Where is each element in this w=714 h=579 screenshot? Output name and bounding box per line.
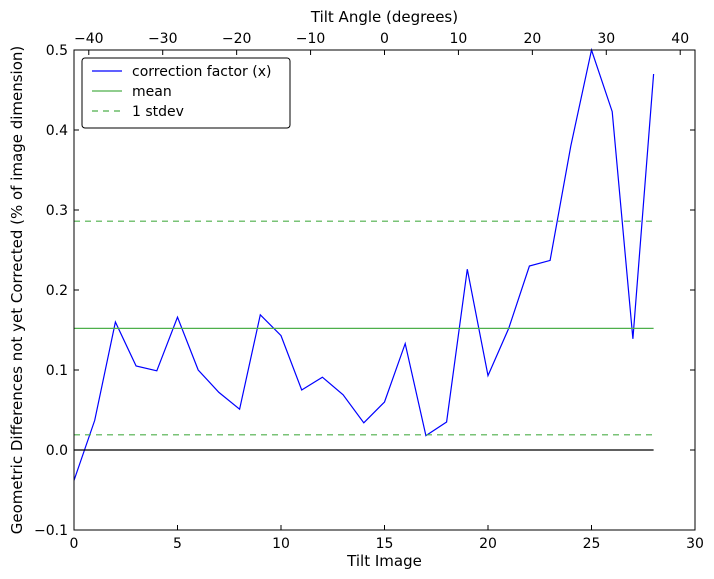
top-tick-label: −10 (296, 31, 326, 47)
top-tick-label: −40 (74, 31, 104, 47)
y-tick-label: 0.2 (46, 283, 68, 299)
top-tick-label: 30 (597, 31, 615, 47)
y-tick-label: 0.4 (46, 123, 68, 139)
legend-box (81, 57, 291, 129)
top-tick-label: 0 (380, 31, 389, 47)
y-tick-label: −0.1 (34, 523, 68, 539)
x-tick-label: 30 (686, 536, 704, 552)
y-tick-label: 0.5 (46, 43, 68, 59)
x-tick-label: 0 (70, 536, 79, 552)
x-tick-label: 25 (583, 536, 601, 552)
x-tick-label: 15 (376, 536, 394, 552)
y-tick-label: 0.0 (46, 443, 68, 459)
legend-label: correction factor (x) (132, 64, 271, 80)
top-tick-label: 40 (671, 31, 689, 47)
x-axis-label: Tilt Image (346, 552, 422, 570)
y-axis-label: Geometric Differences not yet Corrected … (8, 46, 26, 535)
top-axis-label: Tilt Angle (degrees) (310, 8, 458, 26)
top-tick-label: 20 (523, 31, 541, 47)
top-tick-label: −20 (222, 31, 252, 47)
top-tick-label: 10 (450, 31, 468, 47)
y-tick-label: 0.3 (46, 203, 68, 219)
x-tick-label: 20 (479, 536, 497, 552)
top-tick-label: −30 (148, 31, 178, 47)
x-tick-label: 10 (272, 536, 290, 552)
legend: correction factor (x) mean 1 stdev (81, 57, 291, 129)
x-tick-label: 5 (173, 536, 182, 552)
series-layer (73, 47, 655, 481)
y-tick-label: 0.1 (46, 363, 68, 379)
ticks-layer: 0 5 10 15 20 25 30 −40 −30 −20 −10 0 10 20 30 40 −0.1 0.0… (34, 31, 704, 552)
series-line-0 (73, 47, 655, 481)
legend-label: 1 stdev (132, 104, 184, 120)
legend-label: mean (132, 84, 172, 100)
